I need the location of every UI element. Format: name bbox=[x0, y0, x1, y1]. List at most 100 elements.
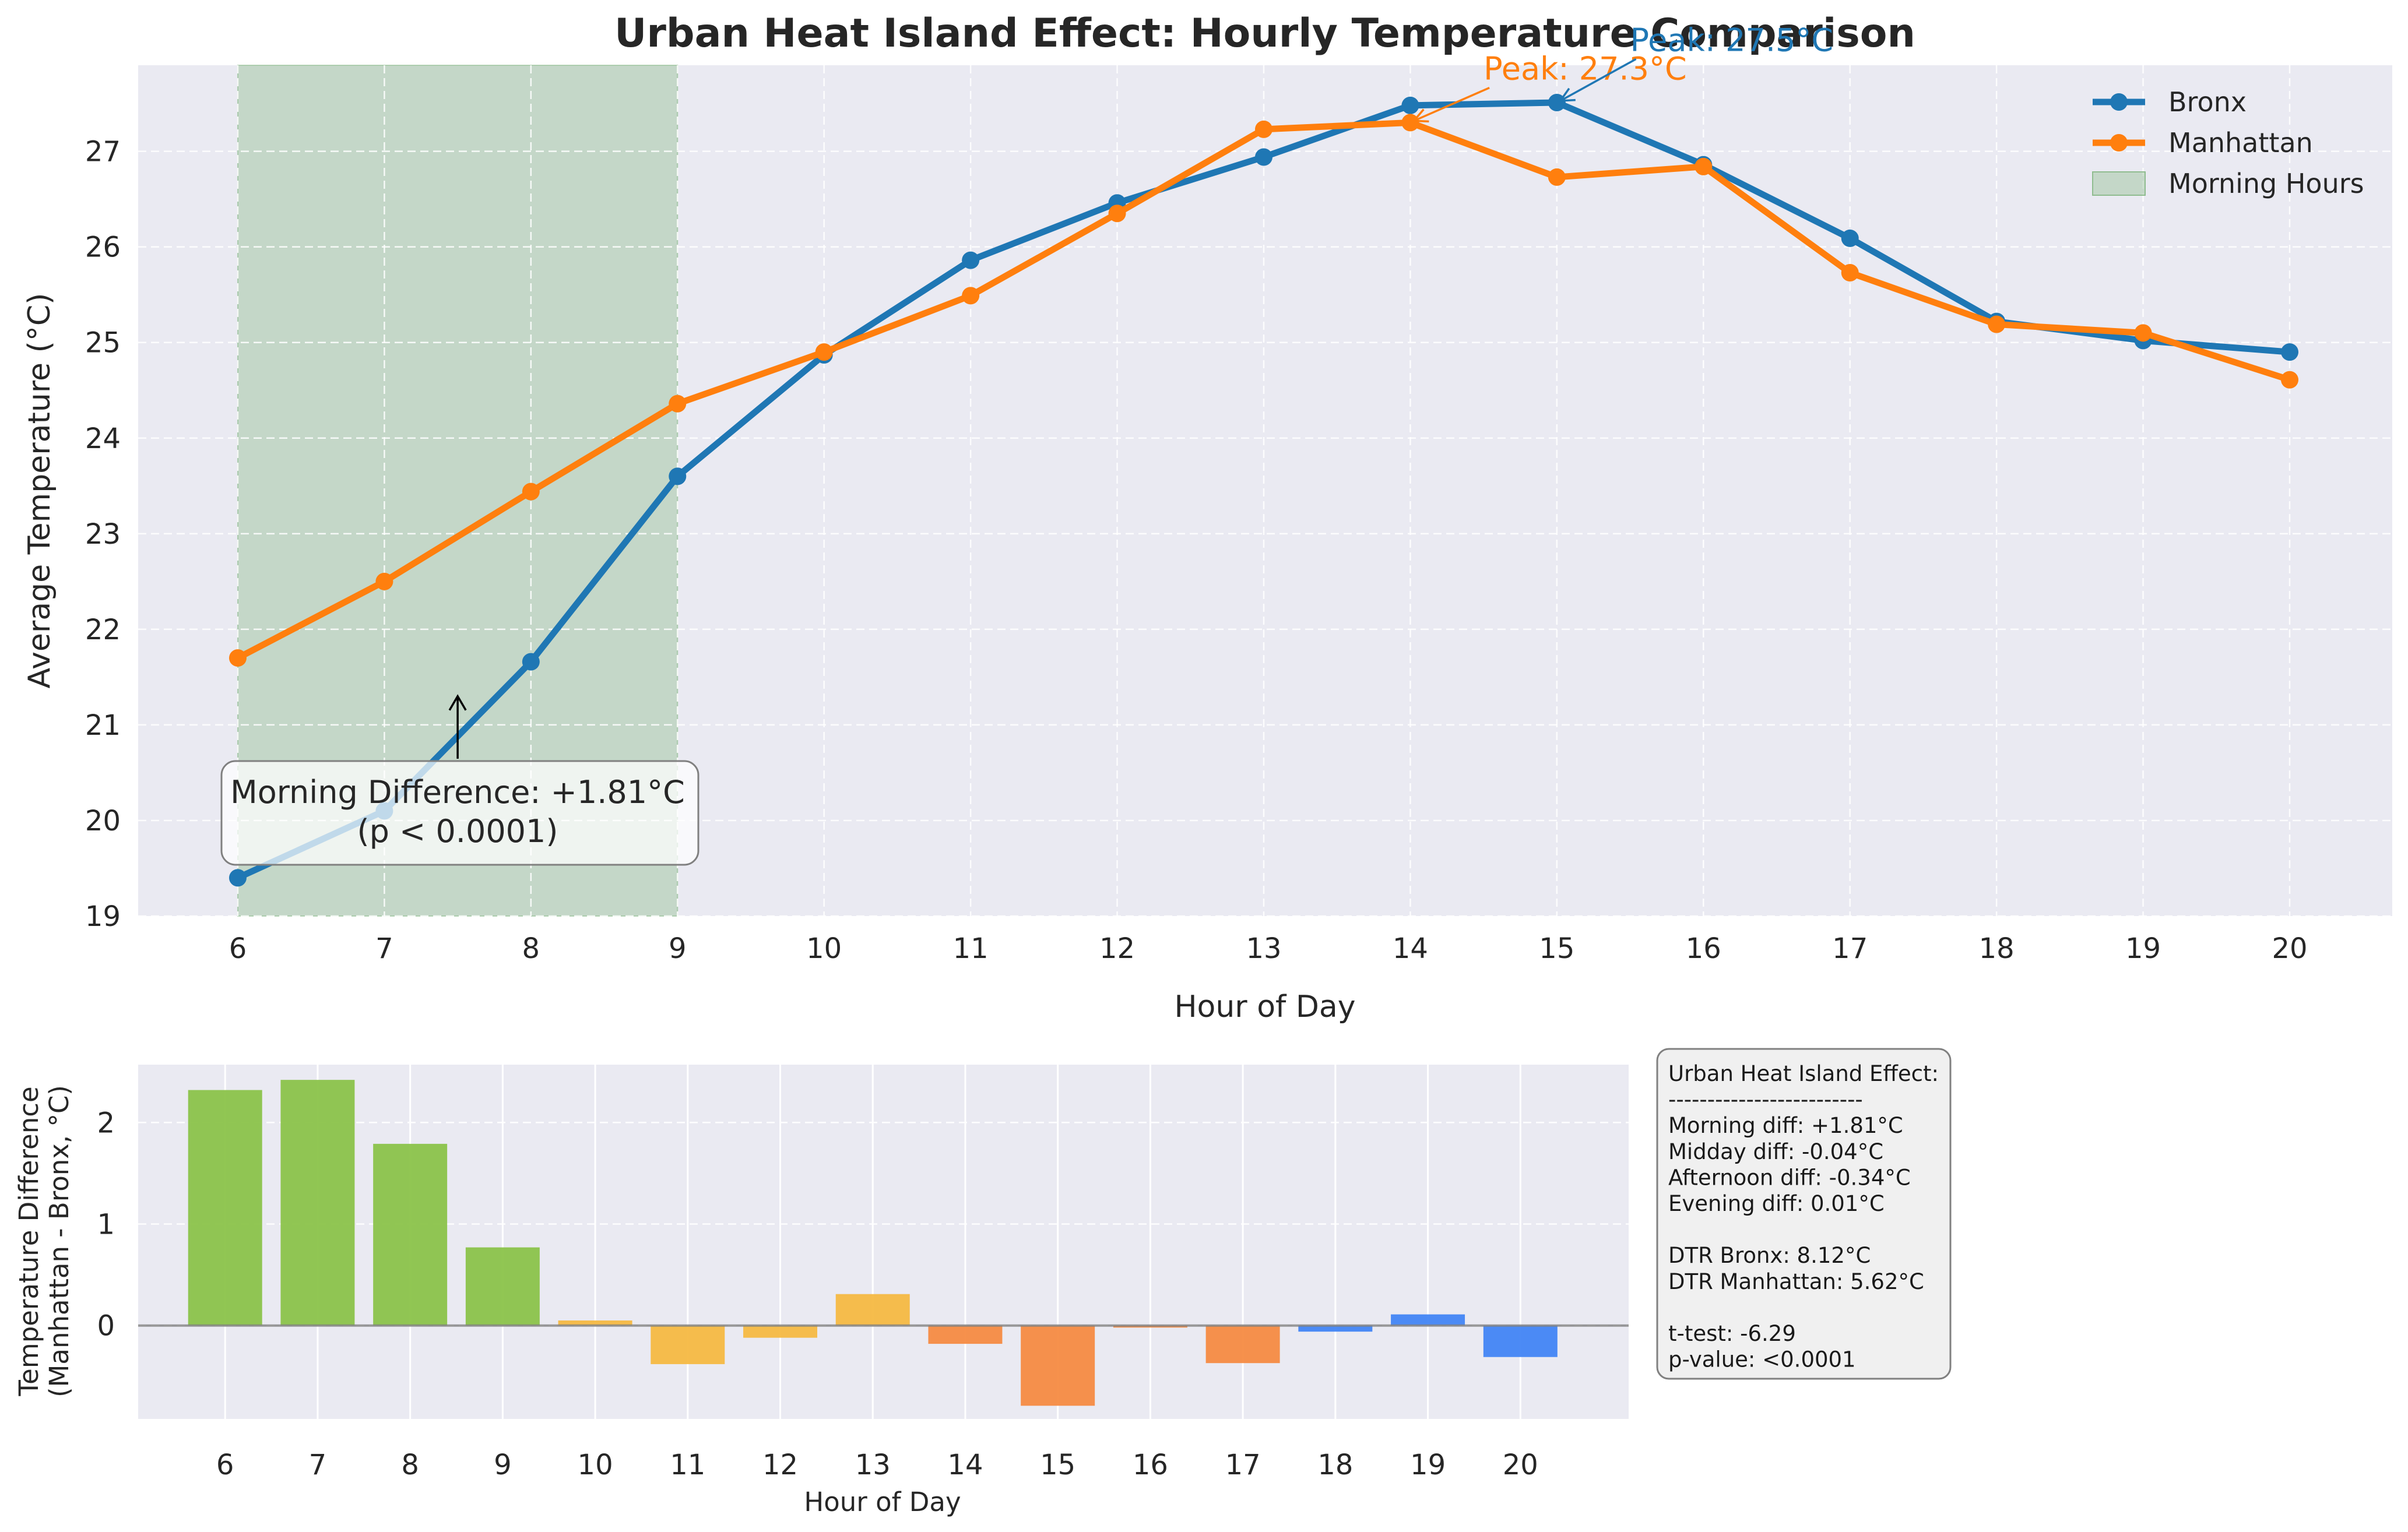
y-tick-label-20: 20 bbox=[85, 805, 121, 837]
statistics-line-11: p-value: <0.0001 bbox=[1668, 1347, 1856, 1372]
peak-arrow-1 bbox=[1560, 58, 1637, 102]
bar-hour-18 bbox=[1298, 1325, 1373, 1332]
line-chart-x-ticks: 6 7 8 9 10 11 12 13 14 15 16 17 18 19 20 bbox=[229, 932, 2308, 965]
morning-difference-arrow-head bbox=[448, 694, 467, 711]
data-point-manhattan-13 bbox=[1254, 120, 1272, 138]
data-point-bronx-14 bbox=[1401, 96, 1419, 114]
bar-x-tick-label-6: 6 bbox=[216, 1449, 234, 1481]
bar-x-tick-label-11: 11 bbox=[670, 1449, 705, 1481]
bar-hour-11 bbox=[651, 1325, 725, 1364]
x-tick-label-18: 18 bbox=[1979, 932, 2015, 965]
statistics-line-3: Midday diff: -0.04°C bbox=[1668, 1139, 1883, 1164]
peak-label-0: Peak: 27.3°C bbox=[1484, 51, 1687, 87]
data-point-manhattan-6 bbox=[229, 649, 247, 667]
bar-chart-x-ticks: 6 7 8 9 10 11 12 13 14 15 16 17 18 19 20 bbox=[216, 1449, 1538, 1481]
bar-hour-12 bbox=[743, 1325, 818, 1338]
data-point-manhattan-14 bbox=[1401, 114, 1419, 132]
data-point-manhattan-10 bbox=[815, 343, 833, 361]
bar-x-tick-label-10: 10 bbox=[578, 1449, 613, 1481]
bar-hour-19 bbox=[1391, 1314, 1465, 1326]
data-point-bronx-8 bbox=[522, 653, 540, 671]
data-point-manhattan-18 bbox=[1988, 315, 2006, 333]
bar-chart-bars bbox=[138, 1080, 1629, 1406]
data-point-bronx-13 bbox=[1254, 148, 1272, 166]
bar-hour-14 bbox=[928, 1325, 1003, 1344]
bar-y-tick-label-0: 0 bbox=[97, 1310, 115, 1343]
line-chart-x-axis-label: Hour of Day bbox=[1174, 989, 1355, 1024]
line-chart-series bbox=[229, 93, 2298, 887]
legend-swatch-morning-hours bbox=[2092, 171, 2146, 196]
bar-hour-15 bbox=[1021, 1325, 1095, 1406]
statistics-line-5: Evening diff: 0.01°C bbox=[1668, 1191, 1885, 1216]
statistics-box: Urban Heat Island Effect:---------------… bbox=[1656, 1048, 1952, 1380]
statistics-line-7: DTR Bronx: 8.12°C bbox=[1668, 1243, 1871, 1268]
bar-x-tick-label-19: 19 bbox=[1410, 1449, 1446, 1481]
bar-x-tick-label-14: 14 bbox=[947, 1449, 983, 1481]
bar-hour-17 bbox=[1205, 1325, 1280, 1364]
bar-hour-9 bbox=[465, 1247, 540, 1326]
x-tick-label-6: 6 bbox=[229, 932, 247, 965]
x-tick-label-19: 19 bbox=[2125, 932, 2161, 965]
data-point-manhattan-15 bbox=[1548, 168, 1566, 186]
bar-hour-7 bbox=[280, 1080, 355, 1326]
x-tick-label-8: 8 bbox=[522, 932, 540, 965]
data-point-bronx-17 bbox=[1841, 229, 1859, 247]
x-tick-label-14: 14 bbox=[1393, 932, 1428, 965]
x-tick-label-10: 10 bbox=[806, 932, 842, 965]
x-tick-label-9: 9 bbox=[669, 932, 687, 965]
line-chart: 6 7 8 9 10 11 12 13 14 15 16 17 18 19 20 19 20 21 22 23 24 2… bbox=[22, 10, 2392, 1024]
data-point-manhattan-9 bbox=[669, 395, 687, 413]
data-point-manhattan-11 bbox=[962, 287, 980, 305]
line-chart-annotations: Morning Difference: +1.81°C (p < 0.0001)… bbox=[220, 22, 1833, 866]
bar-x-tick-label-16: 16 bbox=[1133, 1449, 1168, 1481]
statistics-line-2: Morning diff: +1.81°C bbox=[1668, 1113, 1903, 1138]
legend-label-bronx: Bronx bbox=[2168, 86, 2247, 118]
bar-x-tick-label-17: 17 bbox=[1225, 1449, 1261, 1481]
bar-x-tick-label-13: 13 bbox=[855, 1449, 891, 1481]
legend-marker-bronx bbox=[2110, 93, 2128, 111]
bar-x-tick-label-9: 9 bbox=[494, 1449, 512, 1481]
y-tick-label-26: 26 bbox=[85, 231, 121, 264]
peak-arrow-head-1 bbox=[1558, 87, 1576, 102]
bar-chart-y-axis-label-line-1: Temperature Difference bbox=[13, 1086, 44, 1396]
y-tick-label-25: 25 bbox=[85, 327, 121, 360]
y-tick-label-27: 27 bbox=[85, 136, 121, 168]
data-point-bronx-9 bbox=[669, 467, 687, 485]
line-chart-y-axis-label: Average Temperature (°C) bbox=[22, 293, 57, 689]
statistics-line-0: Urban Heat Island Effect: bbox=[1668, 1061, 1939, 1086]
bar-x-tick-label-18: 18 bbox=[1317, 1449, 1353, 1481]
legend: Bronx Manhattan Morning Hours bbox=[2092, 86, 2364, 199]
morning-difference-p-value: (p < 0.0001) bbox=[357, 813, 558, 850]
peak-arrow-0 bbox=[1413, 87, 1490, 122]
legend-label-manhattan: Manhattan bbox=[2168, 127, 2313, 159]
legend-marker-manhattan bbox=[2110, 134, 2128, 152]
bar-hour-13 bbox=[835, 1294, 910, 1326]
bar-x-tick-label-15: 15 bbox=[1040, 1449, 1075, 1481]
x-tick-label-11: 11 bbox=[953, 932, 989, 965]
bar-hour-10 bbox=[558, 1320, 632, 1326]
peak-arrow-head-0 bbox=[1411, 108, 1429, 123]
bar-hour-6 bbox=[188, 1090, 262, 1326]
statistics-box-frame bbox=[1656, 1048, 1952, 1380]
y-tick-label-21: 21 bbox=[85, 709, 121, 742]
statistics-line-8: DTR Manhattan: 5.62°C bbox=[1668, 1269, 1924, 1294]
y-tick-label-22: 22 bbox=[85, 614, 121, 646]
statistics-line-1: ------------------------- bbox=[1668, 1087, 1863, 1112]
bar-x-tick-label-20: 20 bbox=[1503, 1449, 1538, 1481]
morning-difference-box bbox=[220, 760, 699, 866]
statistics-line-4: Afternoon diff: -0.34°C bbox=[1668, 1165, 1911, 1190]
bar-hour-20 bbox=[1483, 1325, 1558, 1357]
data-point-manhattan-20 bbox=[2280, 371, 2298, 389]
bar-x-tick-label-8: 8 bbox=[401, 1449, 419, 1481]
bar-y-tick-label-1: 1 bbox=[97, 1209, 115, 1241]
y-tick-label-23: 23 bbox=[85, 518, 121, 551]
x-tick-label-7: 7 bbox=[375, 932, 393, 965]
data-point-bronx-11 bbox=[962, 251, 980, 269]
data-point-bronx-20 bbox=[2280, 343, 2298, 361]
line-chart-y-ticks: 19 20 21 22 23 24 25 26 27 bbox=[85, 136, 121, 933]
data-point-manhattan-17 bbox=[1841, 263, 1859, 281]
bar-hour-8 bbox=[373, 1143, 448, 1326]
bar-chart-y-axis-label-line-2: (Manhattan - Bronx, °C) bbox=[44, 1085, 75, 1397]
x-tick-label-13: 13 bbox=[1246, 932, 1281, 965]
